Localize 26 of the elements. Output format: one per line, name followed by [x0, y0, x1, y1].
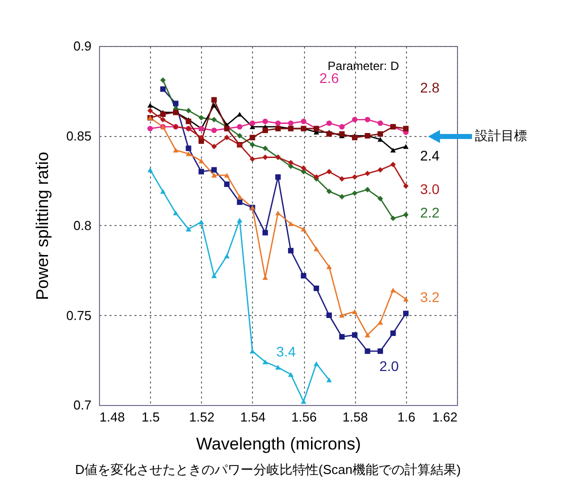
series-label: 3.0 [420, 181, 440, 198]
x-tick-label: 1.6 [397, 410, 416, 424]
y-tick-label: 0.75 [66, 308, 92, 323]
y-axis-title: Power splitting ratio [33, 152, 52, 300]
text: 2.6 [319, 70, 340, 86]
series-label: 3.2 [420, 289, 440, 306]
series-label: 2.2 [420, 204, 440, 221]
y-tick-label: 0.7 [73, 398, 92, 412]
x-tick-label: 1.56 [291, 410, 317, 424]
x-tick-label: 1.5 [142, 410, 160, 424]
y-tick-label: 0.8 [73, 218, 92, 233]
text: 2.8 [420, 80, 440, 96]
text: 設計目標 [475, 128, 527, 143]
text: D値を変化させたときのパワー分岐比特性(Scan機能での計算結果) [75, 462, 461, 477]
x-tick-label: 1.52 [189, 410, 214, 424]
y-tick-label: 0.85 [66, 128, 92, 144]
x-tick-label: 1.48 [100, 410, 125, 424]
x-tick-label: 1.54 [240, 410, 266, 424]
series-label: 2.0 [379, 358, 400, 374]
x-tick-label: 1.62 [432, 410, 458, 424]
series-label: 2.4 [420, 148, 440, 164]
annotation: Parameter: D [328, 59, 400, 73]
series-label: 3.4 [276, 343, 296, 360]
x-tick-label: 1.58 [342, 410, 368, 424]
x-axis-title: Wavelength (microns) [196, 434, 361, 454]
y-tick-label: 0.9 [73, 38, 92, 54]
